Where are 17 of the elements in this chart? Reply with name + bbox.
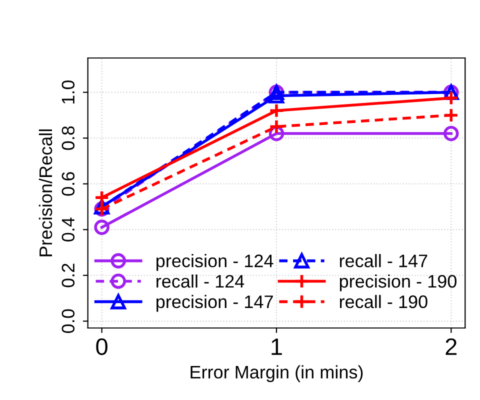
legend-label: precision - 190 — [340, 274, 456, 292]
x-tick-label: 1 — [272, 338, 282, 355]
y-tick-label: 0.8 — [62, 126, 75, 150]
y-tick-label: 0.2 — [62, 264, 75, 288]
legend-label: recall - 124 — [156, 274, 244, 288]
legend-label: precision - 124 — [156, 254, 274, 271]
y-tick-label: 0.0 — [62, 309, 75, 333]
y-tick-label: 0.6 — [62, 172, 75, 196]
legend-label: recall - 147 — [340, 254, 428, 268]
legend-label: recall - 190 — [340, 294, 428, 308]
x-tick-label: 0 — [96, 338, 108, 356]
legend-label: precision - 147 — [156, 294, 273, 312]
y-tick-label: 0.4 — [62, 218, 75, 242]
x-axis-title: Error Margin (in mins) — [190, 365, 363, 382]
y-axis-title: Precision/Recall — [38, 129, 52, 256]
y-tick-label: 1.0 — [62, 80, 75, 104]
x-tick-label: 2 — [446, 338, 457, 355]
